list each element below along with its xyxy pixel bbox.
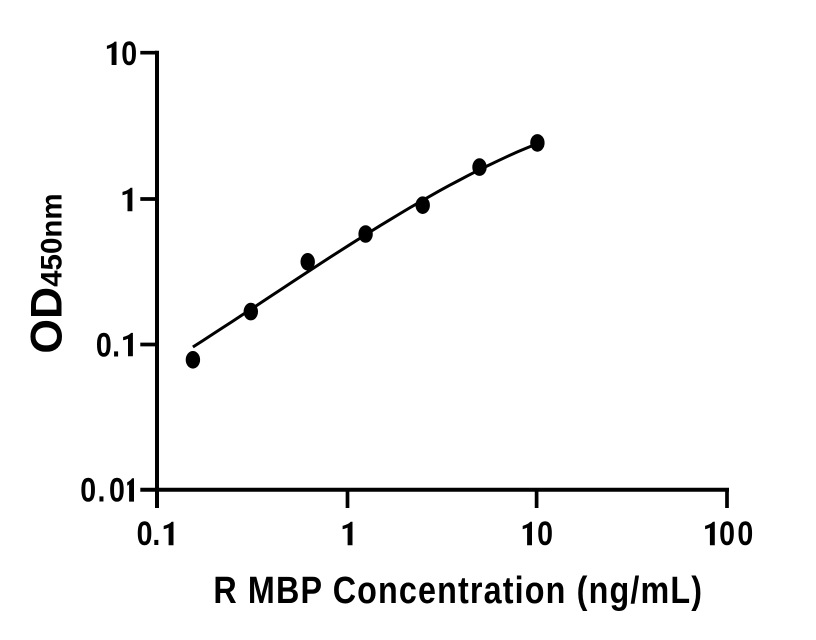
svg-text:.: . bbox=[152, 515, 160, 553]
svg-text:0: 0 bbox=[537, 515, 553, 553]
svg-text:.: . bbox=[98, 471, 106, 509]
svg-text:0: 0 bbox=[109, 471, 125, 509]
svg-text:OD450nm: OD450nm bbox=[23, 193, 72, 353]
svg-text:.: . bbox=[112, 326, 120, 364]
svg-text:0: 0 bbox=[137, 515, 153, 553]
svg-text:R MBP Concentration (ng/mL): R MBP Concentration (ng/mL) bbox=[213, 570, 703, 612]
svg-text:0: 0 bbox=[719, 515, 735, 553]
svg-text:0: 0 bbox=[737, 515, 753, 553]
svg-text:0: 0 bbox=[96, 326, 112, 364]
svg-text:0: 0 bbox=[121, 35, 137, 73]
svg-text:0: 0 bbox=[80, 471, 96, 509]
